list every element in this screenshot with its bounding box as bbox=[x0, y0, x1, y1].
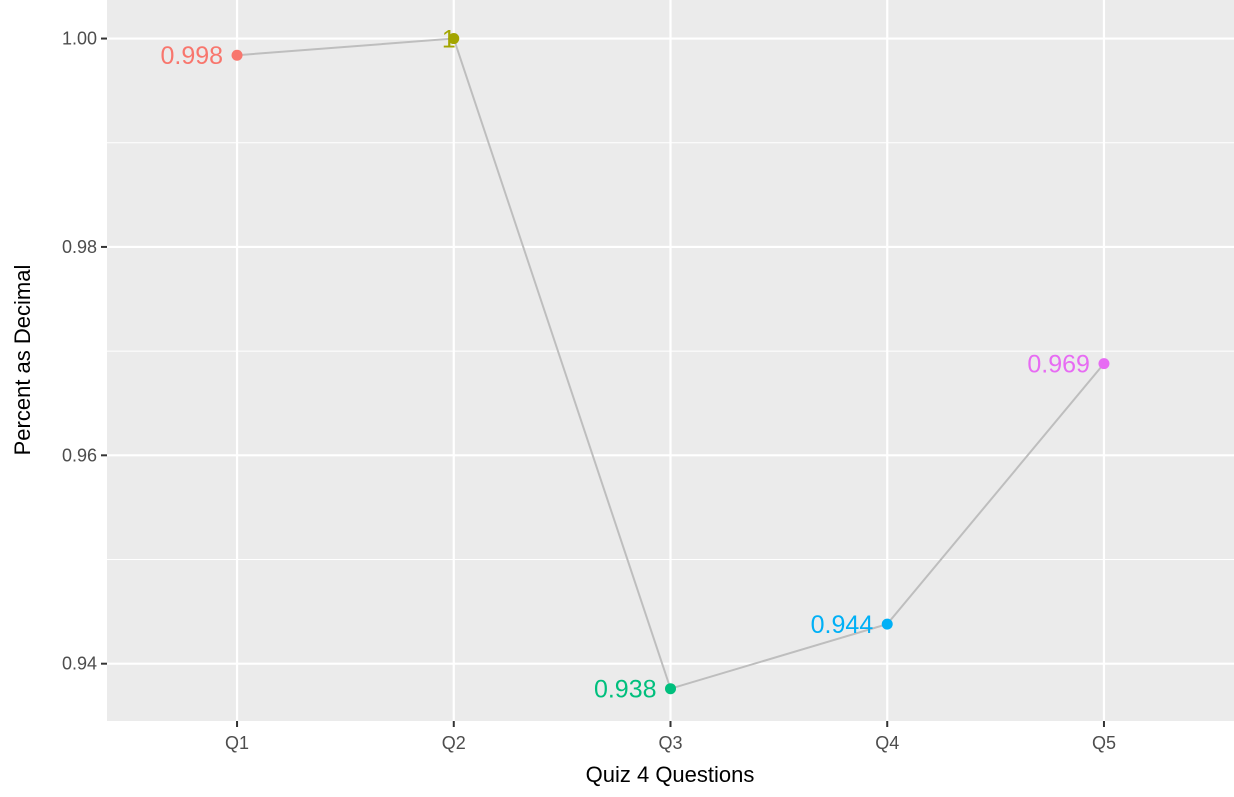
data-point bbox=[665, 683, 676, 695]
x-axis: Q1 Q2 Q3 Q4 Q5 bbox=[225, 721, 1116, 753]
data-point bbox=[881, 618, 893, 630]
data-label: 0.944 bbox=[811, 611, 874, 639]
y-axis: 0.94 0.96 0.98 1.00 bbox=[62, 29, 107, 674]
data-label: 1 bbox=[442, 26, 456, 54]
x-tick-label: Q1 bbox=[225, 733, 249, 753]
x-tick-label: Q2 bbox=[442, 733, 466, 753]
y-tick-label: 0.94 bbox=[62, 654, 97, 674]
x-tick-label: Q3 bbox=[658, 733, 682, 753]
major-gridlines bbox=[107, 0, 1234, 721]
data-point bbox=[1098, 358, 1110, 370]
x-tick-label: Q4 bbox=[875, 733, 899, 753]
series-line-group bbox=[231, 33, 1110, 695]
y-tick-label: 0.98 bbox=[62, 237, 97, 257]
data-labels-group: 0.998 1 0.938 0.944 0.969 bbox=[160, 26, 1089, 704]
data-label: 0.938 bbox=[594, 676, 657, 704]
x-tick-label: Q5 bbox=[1092, 733, 1116, 753]
data-point bbox=[231, 49, 243, 61]
x-axis-title: Quiz 4 Questions bbox=[586, 762, 755, 787]
y-axis-title: Percent as Decimal bbox=[10, 265, 35, 456]
y-tick-label: 0.96 bbox=[62, 445, 97, 465]
data-label: 0.998 bbox=[160, 42, 223, 70]
data-point bbox=[448, 33, 460, 45]
y-tick-label: 1.00 bbox=[62, 29, 97, 49]
data-label: 0.969 bbox=[1027, 351, 1090, 379]
